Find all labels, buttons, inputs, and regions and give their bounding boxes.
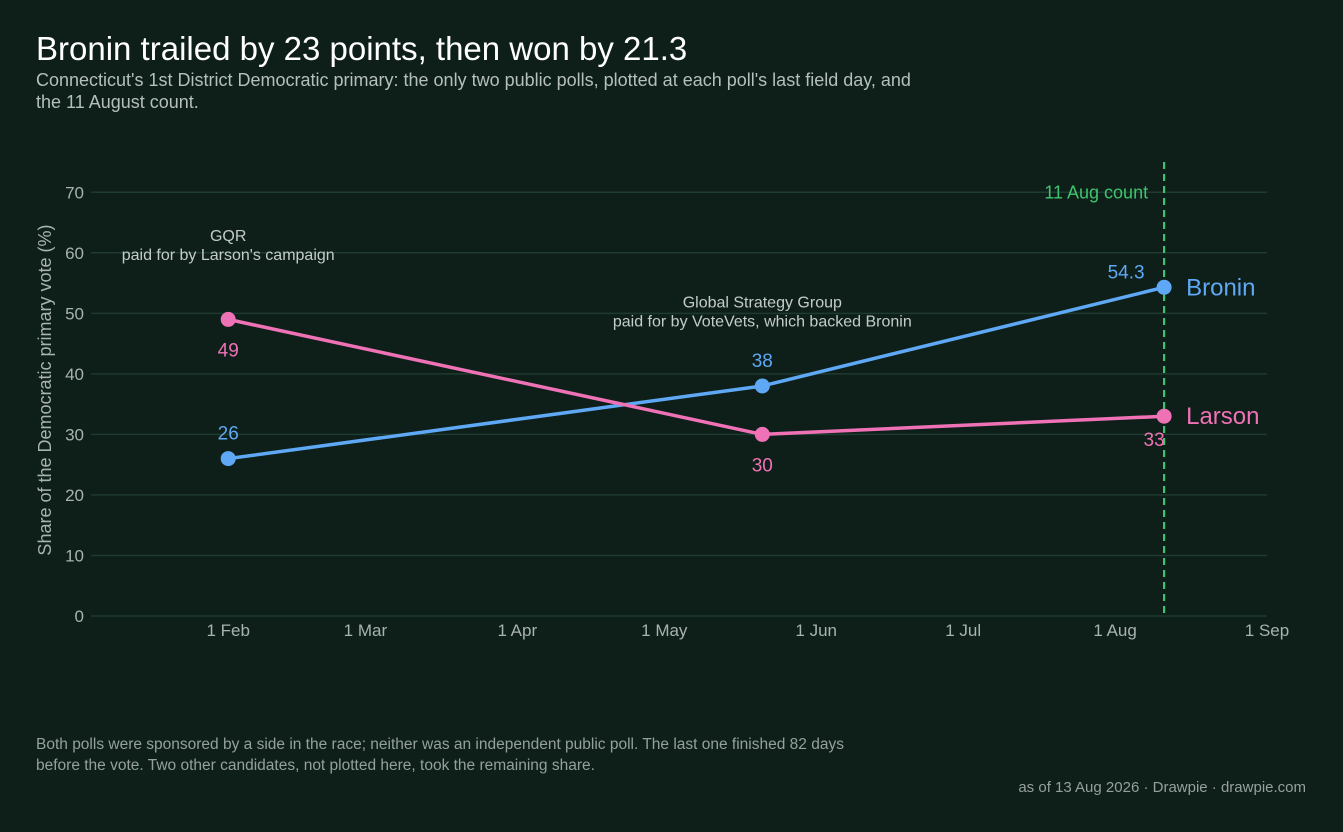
y-axis-title: Share of the Democratic primary vote (%) [35,224,55,555]
larson-value-label: 49 [218,340,239,361]
y-tick-label: 50 [65,304,84,323]
annotations-group: GQR paid for by Larson's campaign Global S… [122,228,912,331]
poll-annotation-line: GQR [210,228,246,245]
larson-line [226,317,1166,437]
poll-annotation-line: Global Strategy Group [683,294,842,311]
larson-point [754,426,770,442]
bronin-point [754,378,770,394]
bronin-series: 26 38 54.3 Bronin [218,262,1255,467]
count-day-label: 11 Aug count [1044,182,1148,202]
reference-line-group: 11 Aug count [1044,162,1166,616]
larson-point [220,311,236,327]
larson-value-label: 30 [752,455,773,476]
bronin-value-label: 26 [218,424,239,445]
x-tick-label: 1 Feb [206,621,249,640]
x-tick-label: 1 Jun [795,621,837,640]
larson-series: 49 30 33 Larson [218,311,1259,476]
x-axis-ticks: 1 Feb 1 Mar 1 Apr 1 May 1 Jun 1 Jul 1 Aug 1 Sep [206,621,1289,640]
x-tick-label: 1 Aug [1093,621,1137,640]
larson-value-label: 33 [1144,430,1165,451]
bronin-value-label: 38 [752,351,773,372]
bronin-series-label: Bronin [1186,274,1255,301]
y-tick-label: 10 [65,546,84,565]
x-tick-label: 1 May [641,621,688,640]
larson-point [1156,408,1172,424]
grid-lines [91,191,1267,617]
x-tick-label: 1 Jul [945,621,981,640]
y-tick-label: 0 [75,607,84,626]
poll-annotation-line: paid for by VoteVets, which backed Broni… [613,313,912,330]
chart-subtitle: Connecticut's 1st District Democratic pr… [36,70,911,112]
bronin-point [220,451,236,467]
source-credit: as of 13 Aug 2026 · Drawpie · drawpie.co… [1018,779,1306,796]
larson-series-label: Larson [1186,403,1259,430]
footnote: Both polls were sponsored by a side in t… [36,736,844,774]
bronin-value-label: 54.3 [1108,262,1145,283]
x-tick-label: 1 Sep [1245,621,1289,640]
y-tick-label: 70 [65,183,84,202]
bronin-point [1156,279,1172,295]
series-group: 26 38 54.3 Bronin 49 30 33 Larson [218,262,1260,476]
x-tick-label: 1 Mar [344,621,388,640]
chart-title: Bronin trailed by 23 points, then won by… [36,30,688,67]
y-tick-label: 30 [65,425,84,444]
y-tick-label: 20 [65,486,84,505]
y-tick-label: 60 [65,244,84,263]
y-tick-label: 40 [65,365,84,384]
poll-annotation-line: paid for by Larson's campaign [122,247,335,264]
y-axis-ticks: 0 10 20 30 40 50 60 70 [65,183,84,626]
x-tick-label: 1 Apr [497,621,537,640]
